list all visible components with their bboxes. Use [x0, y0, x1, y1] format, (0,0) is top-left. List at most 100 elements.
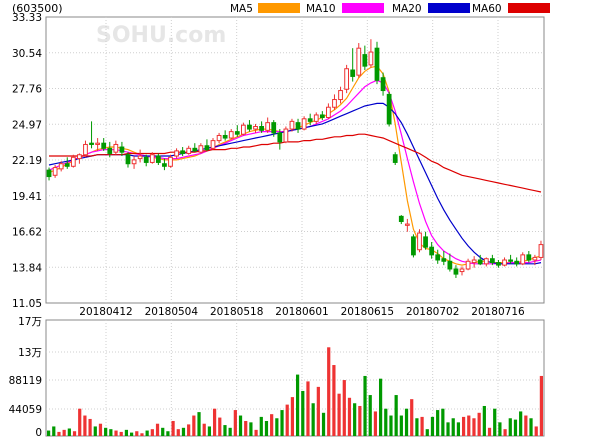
- candle-body-up: [344, 68, 350, 90]
- volume-bar: [415, 418, 419, 436]
- candlestick-series: [46, 39, 544, 278]
- volume-tick-label: 13万: [18, 347, 42, 359]
- candle-body-down: [234, 131, 240, 135]
- volume-bar: [332, 365, 336, 436]
- candle-body-down: [222, 134, 228, 139]
- volume-bar: [259, 416, 263, 436]
- candle-body-down: [46, 169, 52, 178]
- candle-body-down: [477, 259, 483, 265]
- moving-average-lines: [48, 65, 542, 266]
- volume-bar: [295, 374, 300, 436]
- volume-bar: [98, 423, 103, 436]
- candle-body-up: [289, 120, 295, 130]
- candle-body-up: [240, 124, 246, 135]
- volume-bar: [275, 418, 279, 436]
- volume-bar: [384, 408, 388, 436]
- candle-body-up: [168, 156, 173, 167]
- price-tick-label: 16.62: [12, 227, 42, 239]
- volume-tick-label: 17万: [18, 316, 42, 328]
- volume-bar: [197, 412, 201, 436]
- volume-tick-label: 88119: [9, 375, 42, 387]
- volume-bar: [46, 430, 51, 436]
- ma-line-ma5: [48, 65, 542, 266]
- candle-body-up: [210, 140, 216, 149]
- volume-bar: [513, 419, 518, 436]
- candle-body-down: [362, 54, 368, 67]
- date-tick-label: 20180518: [210, 306, 263, 318]
- legend: MA5 MA10 MA20 MA60: [230, 3, 550, 15]
- volume-bar: [337, 393, 341, 436]
- price-grid: [46, 17, 544, 436]
- candle-body-up: [356, 47, 362, 76]
- legend-swatch-ma5: [258, 3, 300, 13]
- volume-bar: [270, 414, 274, 436]
- volume-bar: [394, 395, 398, 436]
- candle-body-down: [453, 268, 459, 275]
- date-axis: 20180412 20180504 20180518 20180601 20180615…: [79, 306, 525, 318]
- price-tick-label: 22.19: [12, 155, 42, 167]
- price-tick-label: 11.05: [12, 298, 42, 310]
- volume-bar: [342, 380, 346, 436]
- candle-body-down: [277, 132, 283, 143]
- volume-bar: [493, 408, 497, 436]
- candle-body-up: [174, 150, 179, 157]
- candle-body-up: [131, 159, 137, 165]
- candle-body-down: [350, 69, 356, 77]
- chart-frame: [45, 16, 545, 437]
- candle-body-up: [538, 244, 544, 258]
- volume-bar: [321, 412, 326, 436]
- candle-body-down: [247, 124, 252, 130]
- volume-bar: [52, 426, 56, 436]
- date-tick-label: 20180615: [341, 306, 394, 318]
- volume-bar: [109, 429, 113, 436]
- candle-body-down: [380, 77, 386, 92]
- volume-bar: [104, 427, 108, 436]
- volume-bar: [456, 422, 461, 436]
- volume-bar: [223, 425, 227, 436]
- date-tick-label: 20180601: [275, 306, 328, 318]
- candle-body-up: [265, 122, 271, 131]
- candle-body-down: [319, 114, 325, 119]
- volume-bar: [311, 403, 315, 436]
- candle-body-down: [447, 260, 453, 270]
- date-tick-label: 20180716: [471, 306, 525, 318]
- candle-body-down: [107, 147, 113, 154]
- legend-swatch-ma10: [342, 3, 384, 13]
- volume-bar: [301, 390, 305, 436]
- legend-label-ma5: MA5: [230, 3, 253, 15]
- volume-bar: [503, 429, 507, 436]
- volume-bar: [150, 429, 154, 436]
- volume-bar: [264, 420, 269, 436]
- price-tick-label: 33.33: [12, 12, 42, 24]
- ma-line-ma20: [48, 102, 542, 265]
- candle-body-up: [332, 99, 337, 108]
- volume-bar: [244, 420, 248, 436]
- volume-bar: [166, 431, 170, 436]
- legend-label-ma10: MA10: [306, 3, 336, 15]
- volume-bar: [233, 410, 237, 436]
- candle-body-down: [392, 154, 398, 163]
- legend-swatch-ma60: [508, 3, 550, 13]
- volume-bar: [441, 408, 445, 436]
- date-tick-label: 20180504: [145, 306, 199, 318]
- candle-body-down: [259, 125, 264, 131]
- candle-body-down: [155, 155, 161, 163]
- candle-body-down: [271, 122, 277, 134]
- volume-bar: [425, 429, 429, 436]
- candle-body-down: [423, 236, 428, 248]
- legend-label-ma20: MA20: [392, 3, 422, 15]
- volume-tick-label: 0: [35, 427, 42, 439]
- volume-bar: [472, 418, 476, 436]
- candle-body-down: [398, 215, 404, 222]
- candle-body-up: [520, 254, 526, 265]
- ma-line-ma10: [48, 79, 542, 265]
- volume-bar: [72, 431, 77, 436]
- candle-body-down: [496, 262, 501, 266]
- candle-body-down: [192, 147, 198, 152]
- volume-bar: [290, 397, 295, 436]
- ma-line-ma60: [49, 133, 542, 193]
- volume-bar: [389, 415, 393, 436]
- volume-bar: [145, 430, 149, 436]
- candle-body-up: [404, 223, 410, 226]
